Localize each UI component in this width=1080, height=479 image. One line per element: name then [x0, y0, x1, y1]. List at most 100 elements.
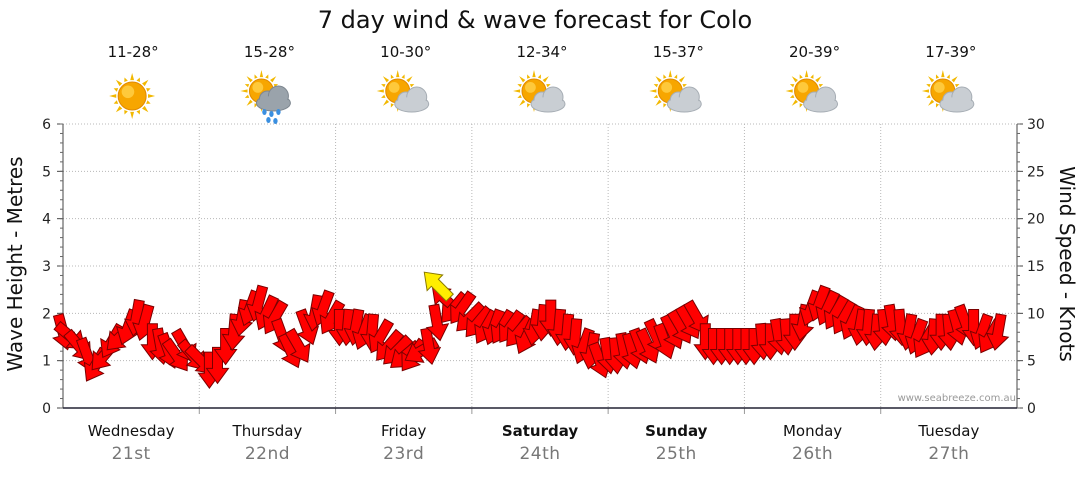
- left-axis-title: Wave Height - Metres: [3, 156, 27, 371]
- day-wednesday: 11-28° Wednesday 21st: [88, 43, 175, 464]
- sun-rays: [109, 73, 156, 119]
- sun-ray: [926, 84, 931, 88]
- sun-ray: [653, 84, 659, 88]
- axes: 0 1 2 3 4 5 6 0 5 10 15 20 25 30 Wave Height - Metres W…: [3, 117, 1079, 417]
- sun-highlight: [388, 82, 400, 93]
- sun-ray: [124, 77, 128, 83]
- day-date-label: 22nd: [245, 444, 290, 464]
- cloud-shape: [939, 86, 975, 113]
- sun-ray: [244, 94, 250, 98]
- sun-ray: [142, 79, 149, 87]
- day-date-label: 23rd: [383, 444, 424, 464]
- sun-ray: [142, 105, 149, 113]
- sun-cloud-icon: [513, 70, 566, 113]
- sun-ray: [113, 100, 119, 104]
- grid: [63, 123, 1017, 408]
- sun-ray: [382, 76, 390, 83]
- day-name-label: Sunday: [645, 422, 708, 440]
- day-date-label: 24th: [519, 444, 560, 464]
- right-tick-label: 25: [1027, 164, 1045, 180]
- day-saturday: 12-34° Saturday 24th: [502, 43, 579, 464]
- cloud-fill: [940, 97, 973, 111]
- sun-ray: [946, 74, 950, 79]
- day-temperature: 17-39°: [925, 43, 976, 61]
- sun-ray: [246, 99, 253, 106]
- day-name-label: Tuesday: [917, 422, 979, 440]
- sun-ray: [951, 76, 958, 83]
- wind-arrow: [417, 327, 442, 366]
- cloud-fill: [532, 97, 564, 111]
- sun-ray: [935, 74, 940, 79]
- sun-ray: [655, 99, 662, 106]
- sun-ray: [941, 70, 945, 78]
- day-name-label: Thursday: [232, 422, 303, 440]
- right-tick-label: 0: [1027, 401, 1036, 417]
- right-axis-title: Wind Speed - Knots: [1055, 166, 1079, 362]
- day-date-label: 26th: [792, 444, 833, 464]
- wind-arrow: [450, 290, 477, 325]
- left-tick-label: 4: [42, 212, 51, 228]
- sun-ray: [519, 99, 526, 106]
- wind-arrow: [425, 303, 450, 342]
- sun-highlight: [525, 82, 536, 93]
- sun-highlight: [121, 85, 135, 99]
- sun-cloud-icon: [376, 70, 430, 113]
- sun-ray: [818, 84, 824, 88]
- right-tick-label: 15: [1027, 259, 1045, 275]
- sun-highlight: [252, 82, 264, 93]
- cloud-shape: [530, 86, 566, 113]
- cloud-shape: [666, 86, 702, 113]
- day-name-label: Saturday: [502, 422, 579, 440]
- left-tick-label: 2: [42, 306, 51, 322]
- rain-drop: [276, 109, 281, 115]
- sun-ray: [815, 76, 822, 83]
- cloud-fill: [804, 97, 837, 111]
- sun-ray: [382, 99, 390, 106]
- day-date-label: 25th: [656, 444, 697, 464]
- rain-drop: [266, 117, 271, 123]
- sun-ray: [406, 76, 413, 83]
- sun-ray: [789, 94, 795, 98]
- sun-ray: [928, 99, 935, 106]
- sun-ray: [653, 94, 659, 98]
- sun-ray: [791, 99, 798, 106]
- left-tick-label: 0: [42, 401, 51, 417]
- cloud-shape: [255, 85, 291, 112]
- day-date-label: 27th: [928, 444, 969, 464]
- sun-ray: [109, 94, 117, 98]
- sun-ray: [926, 94, 931, 98]
- day-temperature: 15-28°: [244, 43, 295, 61]
- wind-arrow: [205, 346, 230, 385]
- sun-ray: [935, 103, 940, 108]
- sun-ray: [246, 76, 253, 83]
- sun-ray: [537, 74, 541, 79]
- sun-ray: [240, 89, 248, 93]
- sun-ray: [390, 103, 394, 108]
- wind-arrow: [985, 313, 1010, 351]
- sun-ray: [146, 88, 151, 92]
- sun-ray: [270, 76, 277, 83]
- sun-cloud-icon: [785, 70, 839, 113]
- day-sunday: 15-37° Sunday 25th: [645, 43, 708, 464]
- sun-ray: [254, 74, 258, 79]
- rain-drop: [269, 111, 274, 117]
- sun-ray: [649, 89, 657, 93]
- sun-ray: [663, 74, 667, 79]
- sun-ray: [655, 76, 662, 83]
- sun-cloud-icon: [649, 70, 702, 113]
- left-tick-label: 3: [42, 259, 51, 275]
- sun-ray: [527, 103, 531, 108]
- day-temperature: 10-30°: [380, 43, 431, 61]
- sun-ray: [136, 77, 140, 83]
- sun-ray: [928, 76, 935, 83]
- sun-ray: [124, 109, 128, 115]
- sun-ray: [113, 88, 119, 92]
- sun-ray: [409, 84, 415, 88]
- sun-ray: [517, 84, 522, 88]
- day-tuesday: 17-39° Tuesday 27th: [917, 43, 979, 464]
- sun-ray: [115, 79, 123, 87]
- sun-ray: [804, 70, 809, 78]
- day-temperature: 12-34°: [516, 43, 567, 61]
- sun-ray: [265, 74, 269, 79]
- sun-ray: [376, 89, 384, 93]
